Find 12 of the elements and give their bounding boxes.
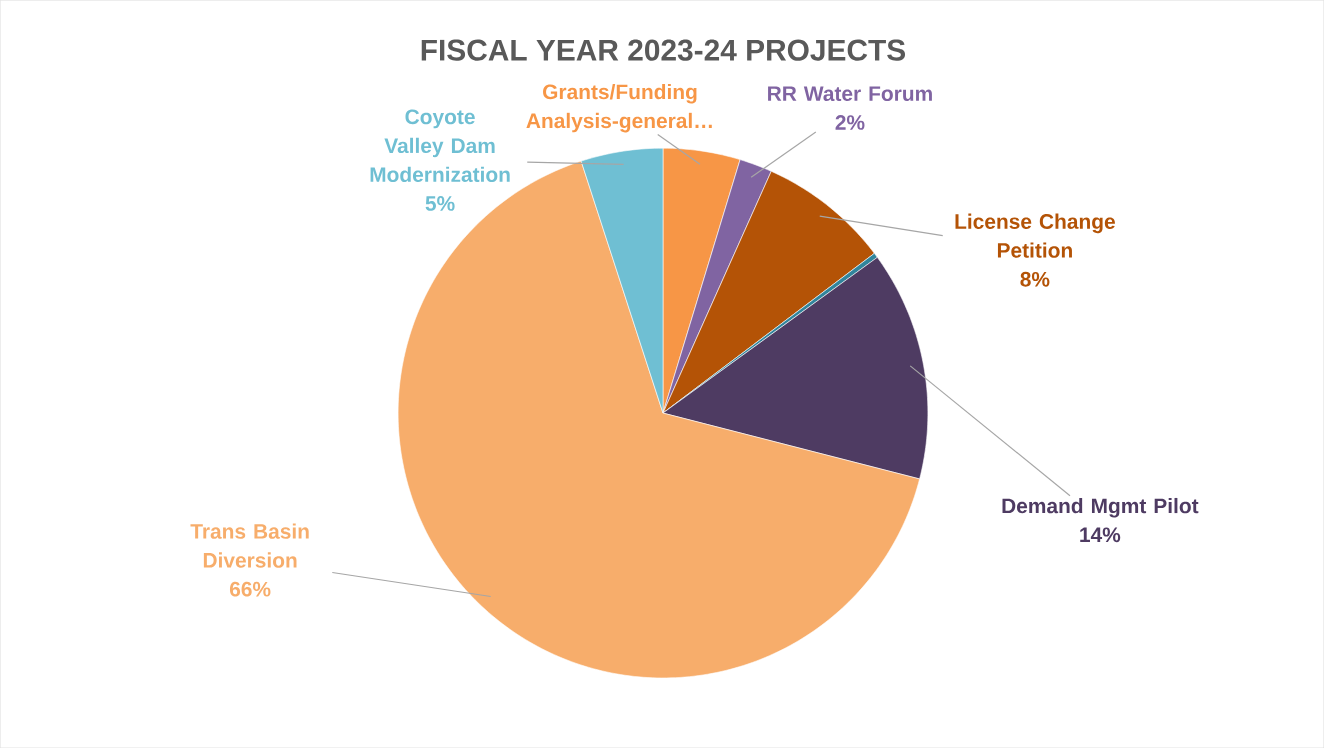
data-label: 66%: [229, 581, 271, 597]
slice-label: Demand Mgmt Pilot: [1002, 497, 1199, 518]
slice-label: RR Water Forum: [768, 86, 932, 101]
data-label: 5%: [425, 196, 455, 211]
slice-label: Trans Basin Diversion: [190, 523, 309, 568]
data-label: 2%: [835, 115, 865, 130]
data-label: 8%: [1020, 271, 1050, 287]
slice-label: License Change Petition: [955, 213, 1115, 258]
data-label: 14%: [1080, 527, 1121, 543]
slice-label: Coyote Valley Dam Modernization: [370, 109, 510, 182]
chart-title: FISCAL YEAR 2023-24 PROJECTS: [421, 39, 906, 61]
slice-label: Grants/Funding Analysis-general…: [526, 83, 712, 133]
